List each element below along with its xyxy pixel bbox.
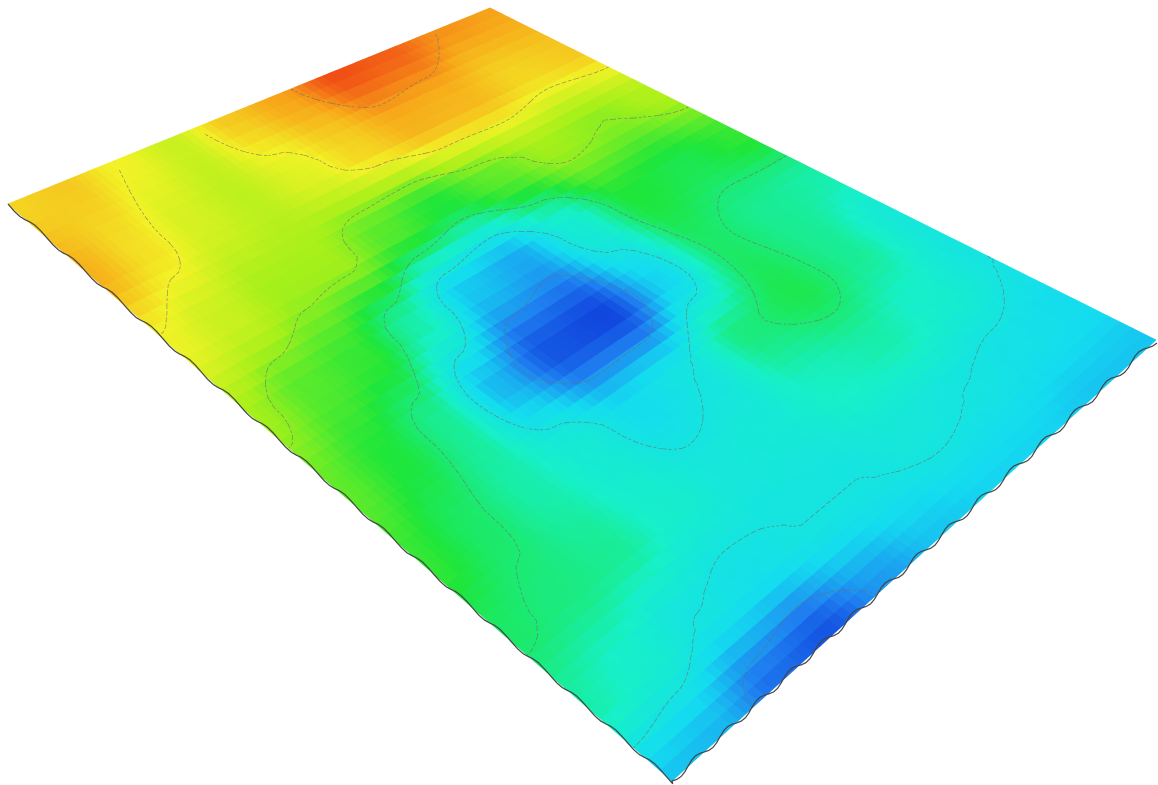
surface-cells [7, 7, 1157, 782]
